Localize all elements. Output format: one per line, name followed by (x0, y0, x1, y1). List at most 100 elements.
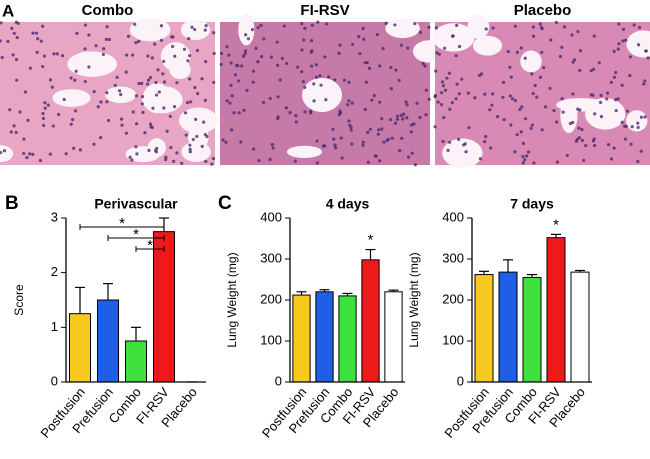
nucleus (119, 117, 124, 121)
nucleus (389, 65, 393, 70)
chart-title: Perivascular (94, 196, 178, 212)
nucleus (221, 138, 225, 142)
y-axis-label: Lung Weight (mg) (225, 252, 239, 347)
nucleus (421, 61, 425, 66)
nucleus (386, 137, 390, 141)
nucleus (506, 49, 510, 54)
nucleus (146, 82, 150, 86)
nucleus (591, 93, 595, 97)
nucleus (314, 63, 319, 67)
chart-title: 4 days (326, 196, 370, 212)
nucleus (523, 117, 528, 121)
nucleus (159, 24, 164, 28)
nucleus (364, 80, 368, 84)
vessel (302, 78, 342, 112)
nucleus (393, 121, 398, 125)
nucleus (399, 113, 403, 117)
nucleus (104, 37, 108, 42)
y-tick-label: 0 (51, 373, 58, 388)
nucleus (445, 76, 449, 80)
nucleus (0, 39, 2, 43)
nucleus (427, 97, 431, 102)
nucleus (135, 152, 139, 156)
nucleus (446, 148, 450, 152)
nucleus (441, 84, 446, 88)
bar (384, 291, 403, 383)
nucleus (256, 60, 260, 64)
nucleus (146, 54, 150, 58)
nucleus (614, 108, 618, 113)
nucleus (125, 53, 129, 57)
nucleus (294, 120, 298, 124)
nucleus (204, 24, 208, 28)
histology-image (0, 18, 219, 166)
nucleus (117, 89, 122, 93)
nucleus (243, 52, 247, 56)
image-title: Combo (82, 2, 134, 19)
bar (69, 313, 91, 383)
y-axis-label: Score (12, 284, 26, 316)
nucleus (269, 55, 273, 59)
nucleus (11, 53, 15, 57)
alveolus (520, 50, 542, 73)
nucleus (188, 143, 192, 147)
nucleus (83, 23, 88, 27)
nucleus (531, 34, 536, 38)
nucleus (466, 91, 470, 95)
nucleus (41, 116, 46, 121)
nucleus (628, 73, 632, 78)
nucleus (367, 66, 372, 70)
nucleus (149, 125, 153, 129)
nucleus (31, 31, 35, 35)
nucleus (9, 130, 13, 134)
panel-label: A (2, 1, 14, 20)
nucleus (406, 46, 410, 50)
nucleus (334, 146, 338, 150)
nucleus (533, 83, 537, 88)
nucleus (433, 125, 437, 129)
nucleus (282, 24, 286, 28)
nucleus (154, 80, 158, 85)
significance-star: * (133, 226, 139, 243)
y-tick-label: 400 (442, 209, 464, 224)
nucleus (268, 157, 272, 161)
nucleus (140, 95, 145, 99)
nucleus (397, 78, 401, 82)
nucleus (621, 27, 626, 31)
nucleus (38, 158, 43, 163)
alveolus (238, 13, 255, 46)
nucleus (495, 115, 500, 119)
nucleus (519, 46, 523, 50)
nucleus (73, 109, 78, 113)
nucleus (162, 59, 166, 63)
nucleus (518, 107, 522, 111)
nucleus (99, 135, 103, 140)
nucleus (60, 54, 65, 58)
nucleus (342, 78, 346, 82)
nucleus (275, 63, 280, 67)
nucleus (325, 22, 329, 26)
nucleus (31, 152, 35, 156)
nucleus (240, 64, 244, 68)
nucleus (576, 107, 580, 111)
nucleus (624, 38, 628, 42)
nucleus (605, 91, 610, 95)
nucleus (372, 94, 376, 98)
nucleus (418, 30, 422, 34)
histology-image (219, 13, 445, 167)
nucleus (227, 53, 231, 57)
nucleus (96, 105, 100, 109)
nucleus (599, 93, 603, 97)
nucleus (617, 42, 621, 46)
nucleus (542, 66, 546, 70)
nucleus (568, 121, 573, 126)
nucleus (188, 54, 192, 58)
nucleus (363, 107, 367, 112)
nucleus (592, 67, 596, 71)
nucleus (454, 97, 458, 101)
nucleus (451, 34, 455, 38)
nucleus (229, 83, 233, 87)
nucleus (538, 75, 543, 79)
nucleus (442, 46, 447, 50)
